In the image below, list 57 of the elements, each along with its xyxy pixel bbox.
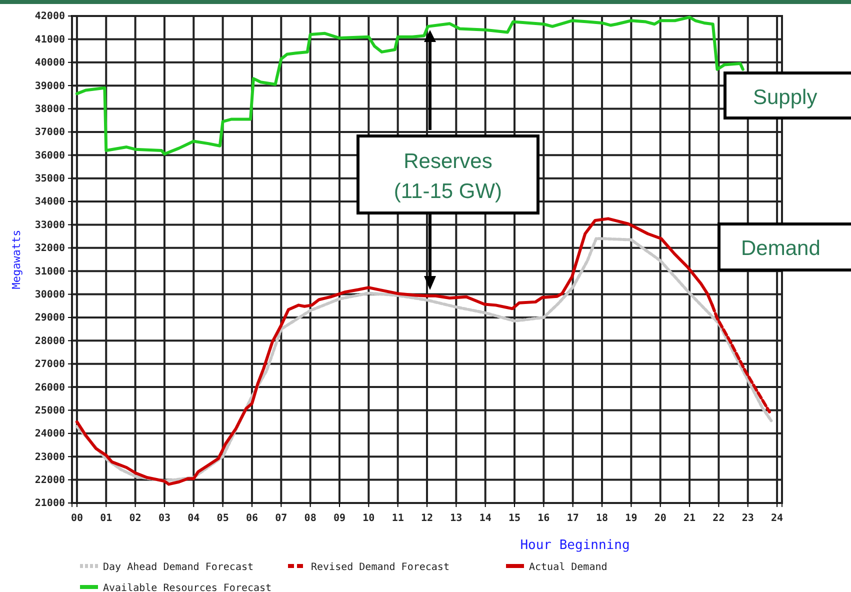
x-tick-label: 05 bbox=[216, 513, 229, 524]
x-tick-label: 02 bbox=[129, 513, 142, 524]
annotation: Supply bbox=[753, 86, 818, 109]
x-tick-label: 01 bbox=[100, 513, 112, 524]
y-tick-label: 35000 bbox=[34, 174, 65, 185]
y-tick-label: 24000 bbox=[34, 428, 65, 440]
annotation: Demand bbox=[741, 237, 820, 260]
y-tick-label: 42000 bbox=[34, 11, 65, 22]
y-tick-label: 27000 bbox=[34, 359, 65, 370]
legend-label: Available Resources Forecast bbox=[103, 583, 272, 592]
y-tick-label: 25000 bbox=[34, 405, 65, 416]
x-tick-label: 19 bbox=[625, 513, 638, 524]
y-tick-label: 41000 bbox=[34, 34, 65, 46]
x-tick-label: 14 bbox=[479, 513, 492, 524]
y-tick-label: 23000 bbox=[34, 452, 65, 463]
y-tick-label: 36000 bbox=[34, 150, 65, 162]
x-tick-label: 13 bbox=[450, 513, 462, 524]
x-tick-label: 20 bbox=[654, 513, 666, 524]
x-tick-label: 00 bbox=[70, 513, 83, 524]
legend-label: Day Ahead Demand Forecast bbox=[103, 562, 254, 573]
x-tick-label: 10 bbox=[362, 513, 375, 524]
y-tick-label: 33000 bbox=[34, 220, 65, 231]
x-tick-label: 22 bbox=[712, 513, 725, 524]
y-tick-label: 40000 bbox=[34, 58, 65, 69]
y-tick-label: 31000 bbox=[34, 266, 65, 278]
x-tick-label: 12 bbox=[420, 513, 434, 524]
y-tick-label: 37000 bbox=[34, 127, 65, 138]
x-tick-label: 16 bbox=[538, 513, 550, 524]
x-tick-label: 06 bbox=[246, 513, 258, 524]
y-tick-label: 28000 bbox=[34, 336, 65, 347]
annotation: Reserves (11-15 GW) bbox=[394, 150, 502, 203]
x-tick-label: 11 bbox=[392, 513, 404, 524]
y-tick-label: 26000 bbox=[34, 382, 65, 394]
y-tick-label: 30000 bbox=[34, 289, 65, 300]
x-tick-label: 04 bbox=[188, 513, 200, 524]
x-tick-label: 18 bbox=[596, 513, 608, 524]
x-tick-label: 03 bbox=[158, 513, 170, 524]
y-tick-label: 21000 bbox=[34, 498, 65, 510]
y-tick-label: 32000 bbox=[34, 243, 65, 254]
x-tick-label: 08 bbox=[304, 513, 316, 524]
y-tick-label: 29000 bbox=[34, 312, 65, 324]
legend-label: Actual Demand bbox=[529, 562, 608, 573]
y-axis-title: Megawatts bbox=[10, 230, 23, 290]
line-series bbox=[75, 16, 744, 156]
legend-label: Revised Demand Forecast bbox=[311, 562, 450, 573]
y-tick-label: 34000 bbox=[34, 196, 65, 208]
y-tick-label: 39000 bbox=[34, 80, 65, 92]
x-tick-label: 23 bbox=[742, 513, 754, 524]
x-tick-label: 09 bbox=[333, 513, 346, 524]
x-axis-title: Hour Beginning bbox=[520, 538, 630, 553]
x-tick-label: 24 bbox=[771, 513, 784, 524]
y-tick-label: 38000 bbox=[34, 104, 65, 115]
x-tick-label: 07 bbox=[275, 513, 288, 524]
y-tick-label: 22000 bbox=[34, 475, 65, 486]
x-tick-label: 21 bbox=[684, 513, 696, 524]
x-tick-label: 17 bbox=[566, 513, 579, 524]
x-tick-label: 15 bbox=[508, 513, 521, 524]
